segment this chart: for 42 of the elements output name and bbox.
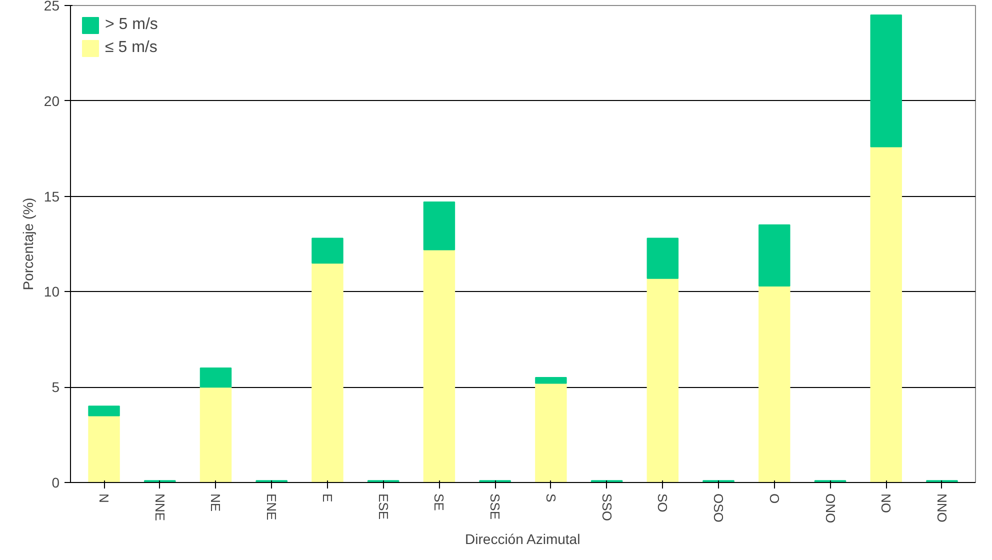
- bar: [200, 368, 232, 388]
- y-tick-label: 20: [44, 92, 60, 109]
- x-tick-label: SSO: [599, 494, 614, 521]
- bar: [535, 382, 567, 482]
- x-tick-label: NNE: [152, 494, 168, 522]
- x-tick-label: ESE: [376, 494, 391, 520]
- bar: [758, 224, 790, 286]
- bar: [88, 406, 120, 416]
- bar: [88, 415, 120, 482]
- y-axis-title: Porcentaje (%): [20, 198, 36, 290]
- x-tick-label: OSO: [711, 494, 726, 522]
- bar: [312, 262, 344, 482]
- x-tick-label: SO: [655, 494, 670, 512]
- x-tick-label: E: [320, 494, 335, 502]
- bar: [312, 238, 344, 264]
- y-tick-label: 5: [52, 379, 60, 396]
- bar: [870, 146, 902, 482]
- bar: [646, 238, 679, 279]
- bar: [423, 202, 456, 250]
- x-tick-label: SSE: [488, 494, 503, 520]
- bar: [646, 278, 679, 482]
- x-axis-title: Dirección Azimutal: [465, 531, 580, 548]
- bar: [423, 249, 456, 482]
- y-tick-label: 25: [44, 0, 60, 14]
- legend-label: ≤ 5 m/s: [105, 39, 158, 57]
- x-tick-label: ENE: [264, 494, 280, 521]
- legend-label: > 5 m/s: [105, 16, 158, 34]
- x-tick-label: SE: [432, 494, 447, 512]
- x-tick-label: NNO: [934, 494, 950, 522]
- x-tick-label: O: [766, 494, 782, 504]
- y-tick-label: 15: [44, 188, 60, 204]
- bar: [758, 285, 790, 482]
- y-tick-label: 0: [52, 474, 60, 490]
- bar: [535, 377, 567, 384]
- bar: [870, 14, 902, 148]
- x-tick-label: NO: [878, 494, 894, 513]
- x-tick-label: NE: [208, 494, 224, 512]
- x-tick-label: ONO: [822, 494, 838, 524]
- bar: [200, 386, 232, 482]
- x-tick-label: S: [543, 494, 558, 502]
- y-tick-label: 10: [44, 284, 60, 300]
- x-tick-label: N: [96, 494, 112, 503]
